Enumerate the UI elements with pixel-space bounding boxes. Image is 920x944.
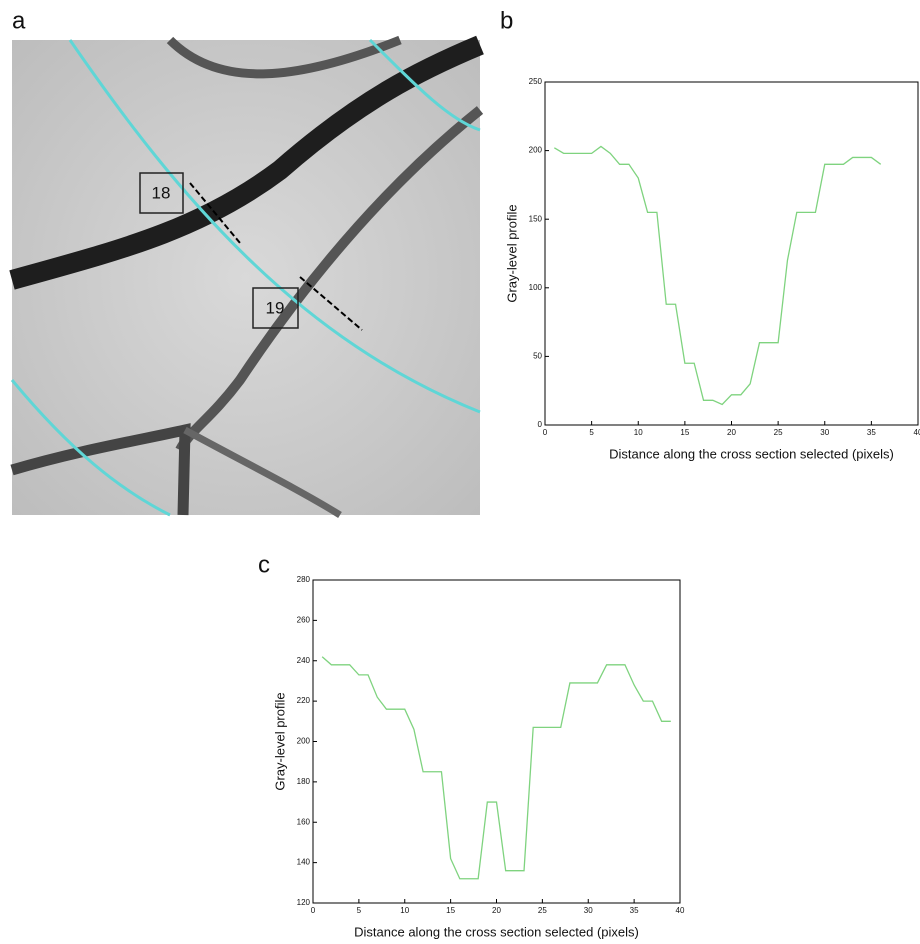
y-tick-label: 280 (297, 575, 311, 584)
retina-image: 18 19 (9, 35, 484, 518)
x-tick-label: 35 (867, 428, 876, 437)
profile-line (553, 145, 882, 406)
y-tick-label: 120 (297, 898, 311, 907)
x-tick-label: 0 (543, 428, 548, 437)
x-axis-label: Distance along the cross section selecte… (609, 446, 894, 461)
panel-label: c (258, 551, 270, 578)
y-tick-label: 180 (297, 777, 311, 786)
image-label: 18 (152, 183, 171, 202)
x-tick-label: 5 (589, 428, 594, 437)
y-tick-label: 200 (529, 146, 543, 155)
y-tick-label: 250 (529, 77, 543, 86)
y-tick-label: 0 (538, 420, 543, 429)
x-tick-label: 40 (676, 906, 685, 915)
y-tick-label: 140 (297, 858, 311, 867)
y-tick-label: 150 (529, 214, 543, 223)
y-axis-label: Gray-level profile (504, 204, 519, 302)
x-tick-label: 25 (774, 428, 783, 437)
y-tick-label: 200 (297, 737, 311, 746)
panel-label: b (500, 7, 513, 34)
x-tick-label: 10 (400, 906, 409, 915)
y-tick-label: 260 (297, 615, 311, 624)
profile-line (321, 656, 671, 880)
x-tick-label: 40 (914, 428, 920, 437)
x-tick-label: 35 (630, 906, 639, 915)
x-tick-label: 15 (446, 906, 455, 915)
image-label: 19 (266, 298, 285, 317)
plot-frame (312, 579, 681, 904)
x-tick-label: 30 (584, 906, 593, 915)
y-tick-label: 240 (297, 656, 311, 665)
x-tick-label: 20 (492, 906, 501, 915)
x-tick-label: 25 (538, 906, 547, 915)
y-tick-label: 100 (529, 283, 543, 292)
x-tick-label: 5 (357, 906, 362, 915)
y-axis-label: Gray-level profile (272, 692, 287, 790)
x-axis-label: Distance along the cross section selecte… (354, 924, 639, 939)
y-tick-label: 50 (533, 352, 542, 361)
x-tick-label: 0 (311, 906, 316, 915)
x-tick-label: 30 (820, 428, 829, 437)
plot-frame (544, 81, 919, 426)
x-tick-label: 15 (680, 428, 689, 437)
x-tick-label: 10 (634, 428, 643, 437)
y-tick-label: 220 (297, 696, 311, 705)
panel-label: a (12, 7, 26, 34)
x-tick-label: 20 (727, 428, 736, 437)
y-tick-label: 160 (297, 817, 311, 826)
